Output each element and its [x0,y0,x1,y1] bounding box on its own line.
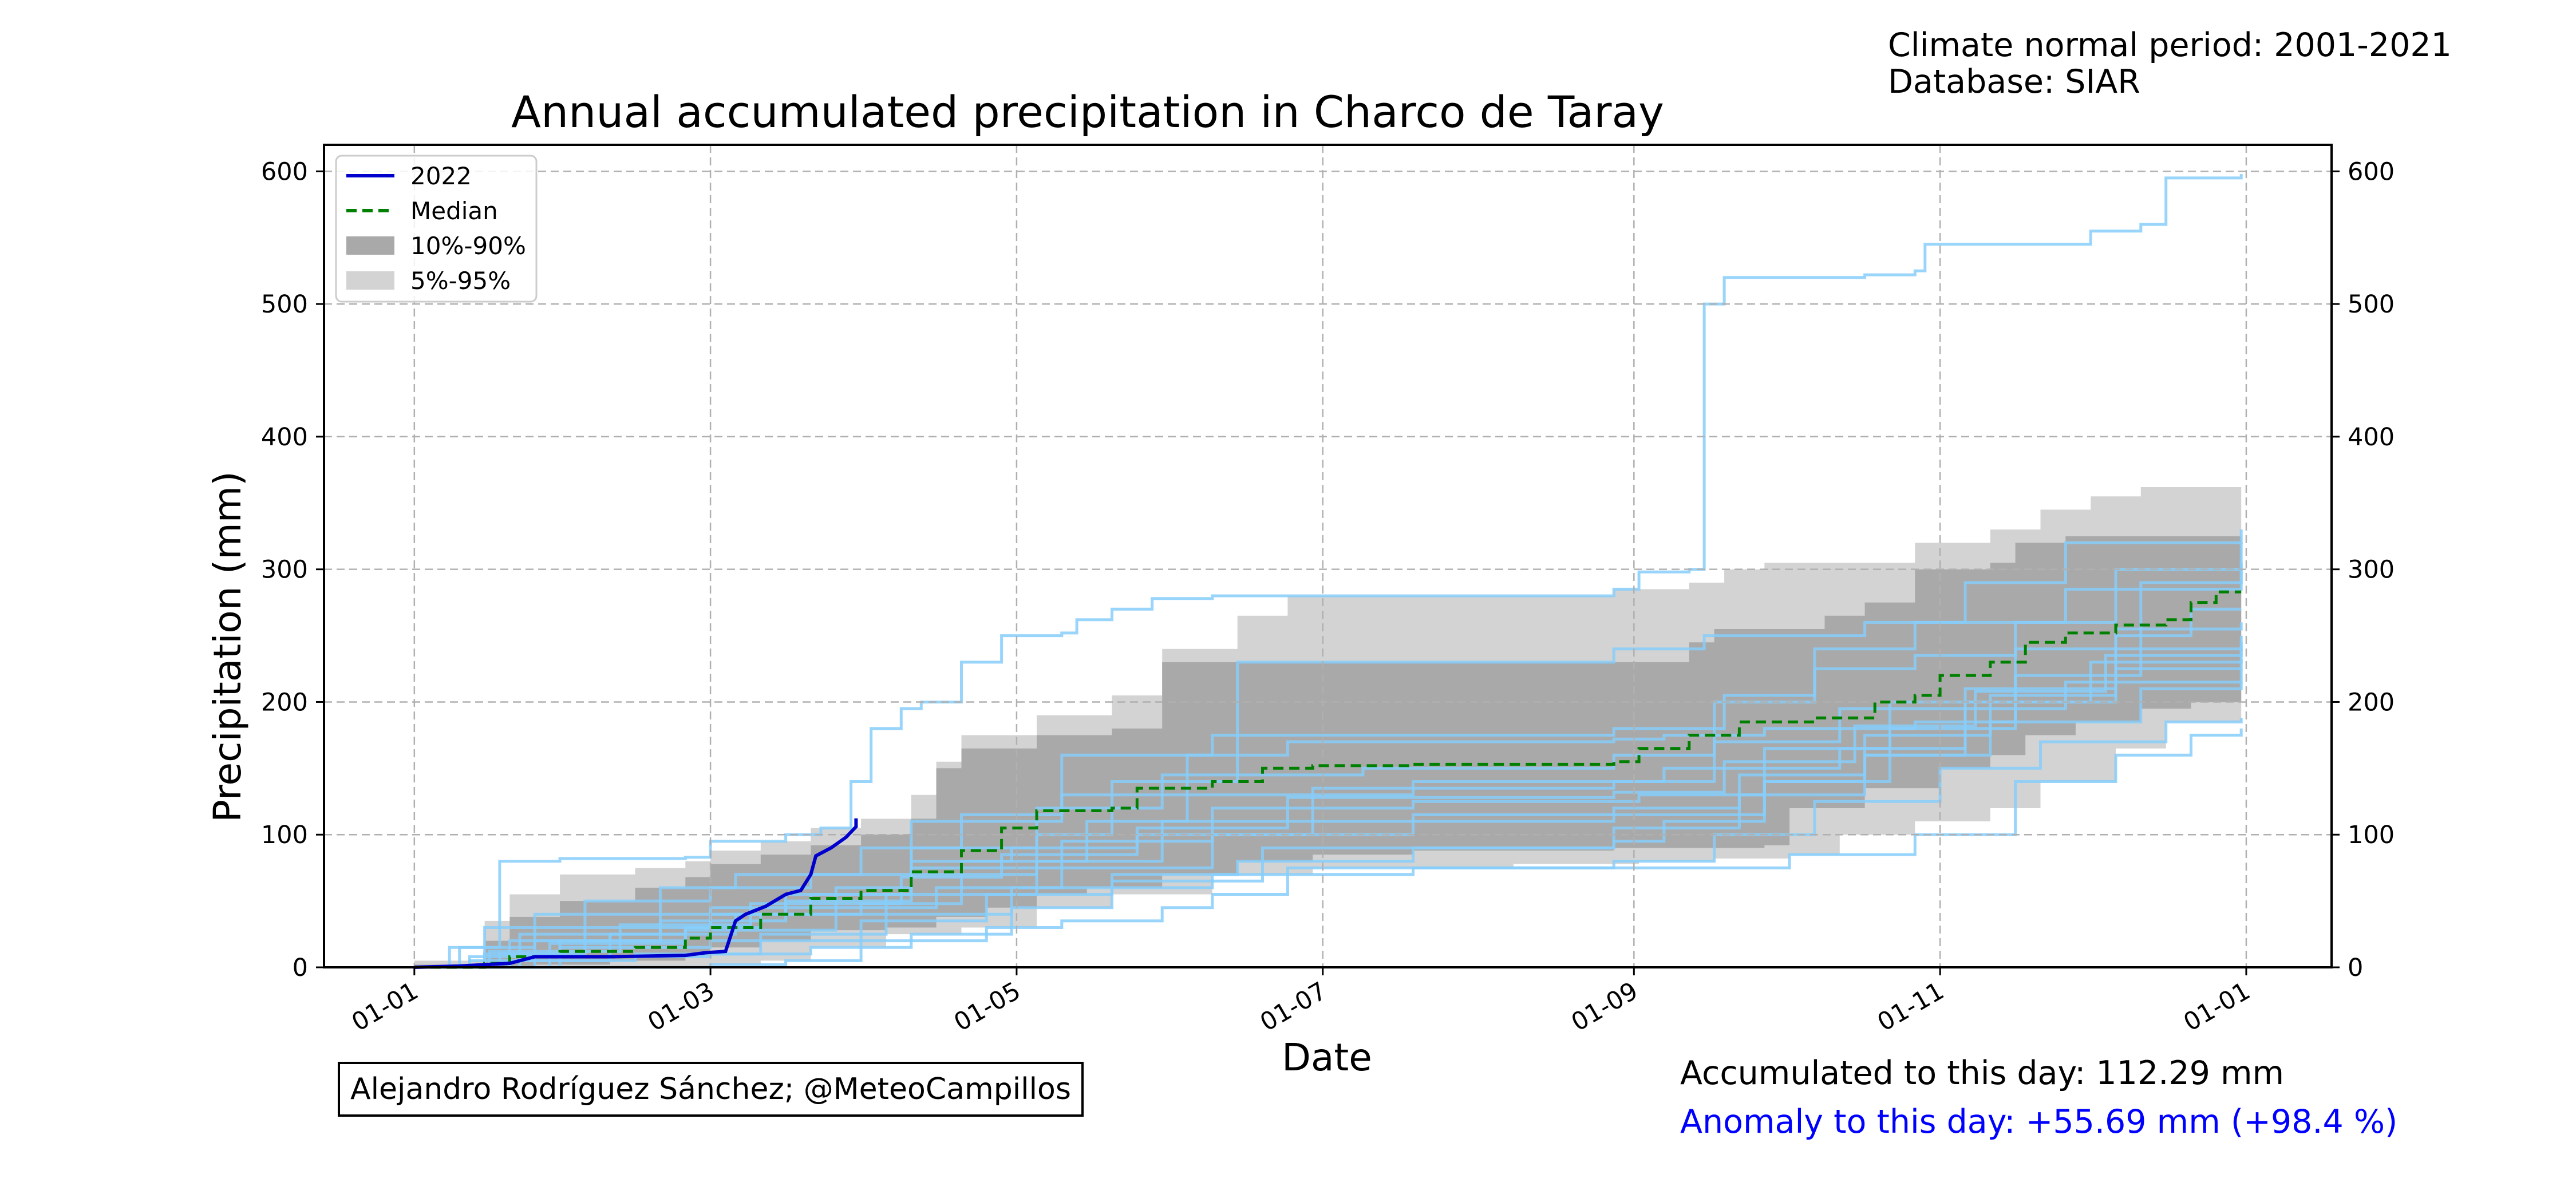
plot-frame [323,144,2333,968]
climate-period-label: Climate normal period: 2001-2021 [1888,26,2452,64]
accumulated-to-date: Accumulated to this day: 112.29 mm [1680,1054,2285,1092]
median-line [414,590,2242,969]
author-credit: Alejandro Rodríguez Sánchez; @MeteoCampi… [338,1062,1084,1117]
band-10-90 [414,536,2242,967]
y-tick-label-left: 400 [261,423,308,452]
chart-title: Annual accumulated precipitation in Char… [511,86,1664,137]
series-2022-line [414,818,858,969]
y-tick-label-right: 100 [2348,821,2395,849]
legend-box [335,155,538,303]
y-tick-label-left: 0 [293,954,308,982]
historical-year-line-11 [414,669,2243,969]
y-tick-label-right: 200 [2348,688,2395,717]
legend-label: 2022 [410,162,472,190]
y-tick-label-left: 100 [261,821,308,849]
historical-year-line-15 [414,642,2243,969]
x-axis-label: Date [1282,1035,1372,1080]
x-tick-label: 01-07 [1255,976,1332,1037]
historical-year-line-9 [414,543,2243,969]
legend-label: 5%-95% [410,267,511,295]
y-tick-label-right: 600 [2348,157,2395,186]
historical-year-line-10 [414,682,2243,969]
x-tick-label: 01-01 [347,976,423,1037]
x-tick-label: 01-05 [949,976,1025,1037]
y-tick-label-left: 500 [261,290,308,319]
historical-year-line-12 [414,563,2243,969]
legend-label: 10%-90% [410,232,526,260]
x-tick-label: 01-09 [1567,976,1643,1037]
plot-area: 0 0 100 100 200 200 300 300 400 400 500 500 600 600 01… [261,144,2395,1037]
historical-year-line-5 [414,728,2243,969]
y-tick-label-right: 300 [2348,556,2395,584]
x-tick-label: 01-01 [2179,976,2255,1037]
anomaly-to-date: Anomaly to this day: +55.69 mm (+98.4 %) [1680,1103,2398,1141]
y-tick-label-right: 400 [2348,423,2395,452]
historical-year-line-1 [414,174,2243,969]
database-label: Database: SIAR [1888,63,2140,101]
legend-label: Median [410,197,498,225]
historical-year-line-13 [414,659,2243,969]
legend-swatch-3 [346,271,394,290]
legend-swatch-2 [346,236,394,255]
x-tick-label: 01-11 [1872,976,1949,1037]
y-tick-label-right: 500 [2348,290,2395,319]
x-tick-label: 01-03 [643,976,719,1037]
y-tick-label-left: 600 [261,157,308,186]
y-tick-label-right: 0 [2348,954,2363,982]
y-tick-label-left: 300 [261,556,308,584]
y-axis-label: Precipitation (mm) [206,471,250,823]
y-tick-label-left: 200 [261,688,308,717]
